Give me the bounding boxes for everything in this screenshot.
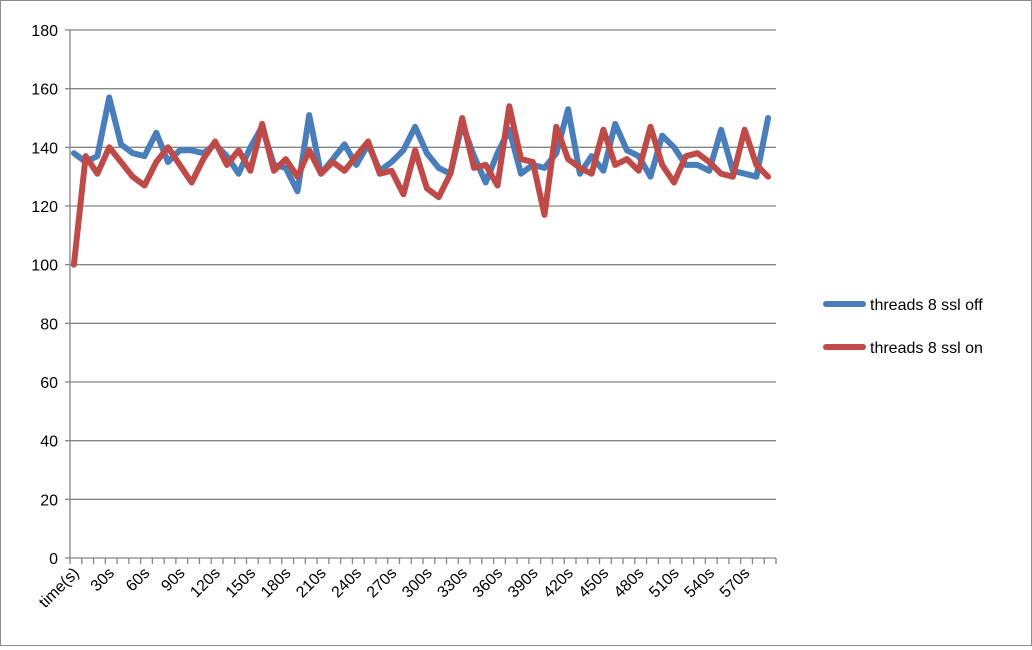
series-line-ssl-on <box>74 106 768 264</box>
x-tick-label: 420s <box>540 565 577 602</box>
x-tick-label: 480s <box>611 565 648 602</box>
x-tick-label: 510s <box>646 565 683 602</box>
y-tick-label: 40 <box>40 434 58 451</box>
x-tick-label: 540s <box>682 565 719 602</box>
y-tick-label: 140 <box>31 140 58 157</box>
gridlines <box>70 30 776 499</box>
legend: threads 8 ssl off threads 8 ssl on <box>826 297 983 357</box>
x-tick-label: 360s <box>470 565 507 602</box>
y-tick-label: 120 <box>31 199 58 216</box>
x-tick-label: 570s <box>717 565 754 602</box>
y-tick-label: 160 <box>31 82 58 99</box>
y-tick-label: 180 <box>31 23 58 40</box>
y-tick-label: 20 <box>40 492 58 509</box>
y-tick-label: 100 <box>31 258 58 275</box>
x-tick-label: 240s <box>329 565 366 602</box>
x-tick-label: time(s) <box>36 565 83 612</box>
axes <box>70 30 776 558</box>
x-tick-label: 120s <box>187 565 224 602</box>
legend-label: threads 8 ssl off <box>870 297 983 314</box>
legend-label: threads 8 ssl on <box>870 340 983 357</box>
x-tick-label: 210s <box>293 565 330 602</box>
y-tick-label: 0 <box>49 551 58 568</box>
x-tick-label: 330s <box>434 565 471 602</box>
x-tick-label: 180s <box>258 565 295 602</box>
x-tick-label: 450s <box>576 565 613 602</box>
x-tick-label: 390s <box>505 565 542 602</box>
y-tick-label: 80 <box>40 316 58 333</box>
x-tick-label: 30s <box>88 565 118 595</box>
x-tick-label: 270s <box>364 565 401 602</box>
x-tick-label: 60s <box>123 565 153 595</box>
y-axis-ticks: 0 20 40 60 80 100 120 140 160 180 <box>31 23 70 568</box>
y-tick-label: 60 <box>40 375 58 392</box>
x-tick-label: 150s <box>223 565 260 602</box>
x-tick-label: 300s <box>399 565 436 602</box>
x-tick-label: 90s <box>158 565 188 595</box>
series-lines <box>74 97 768 264</box>
